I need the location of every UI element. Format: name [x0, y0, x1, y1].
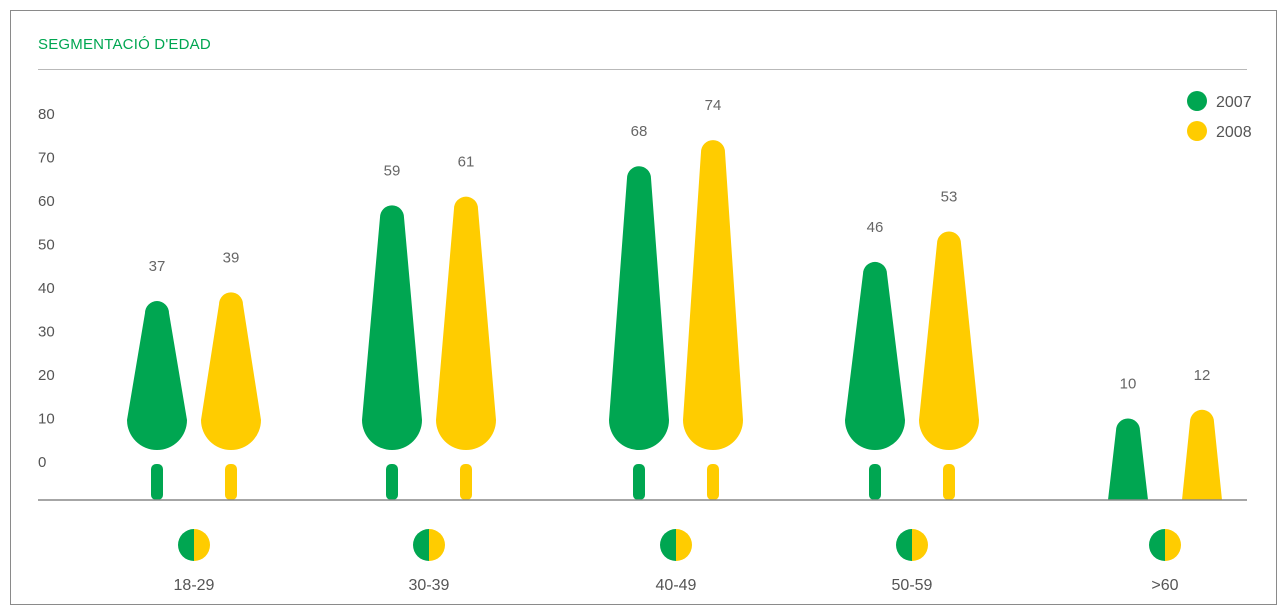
y-tick-label: 40 — [38, 280, 55, 297]
bar — [683, 140, 743, 500]
bar-shrub — [1108, 418, 1148, 500]
bar-value-label: 68 — [631, 123, 648, 140]
bar — [201, 292, 261, 500]
bar — [919, 231, 979, 500]
bar — [1108, 418, 1148, 500]
chart-marks: 37 39 59 61 68 74 46 53 10 12 — [127, 97, 1222, 500]
legend-swatch-icon — [1187, 121, 1207, 141]
legend-item: 2008 — [1187, 121, 1252, 141]
x-axis: 18-29 30-39 40-49 50-59 >60 — [174, 529, 1181, 594]
bar-canopy — [609, 166, 669, 450]
bar — [845, 261, 905, 500]
bar-canopy — [362, 205, 422, 450]
bar — [436, 196, 496, 500]
title-divider — [38, 69, 1247, 70]
bar-trunk — [707, 464, 719, 500]
bar-canopy — [436, 196, 496, 450]
bar-canopy — [683, 140, 743, 450]
legend-item: 2007 — [1187, 91, 1252, 111]
bar-canopy — [919, 231, 979, 450]
y-tick-label: 30 — [38, 324, 55, 341]
legend-label: 2007 — [1216, 94, 1252, 111]
bar-value-label: 10 — [1120, 376, 1137, 393]
bar-trunk — [151, 464, 163, 500]
bar-value-label: 53 — [941, 188, 958, 205]
category-label: 30-39 — [409, 577, 450, 594]
bar-value-label: 37 — [149, 258, 166, 275]
bar-canopy — [845, 261, 905, 450]
bar — [127, 301, 187, 500]
y-tick-label: 70 — [38, 150, 55, 167]
legend: 2007 2008 — [1187, 91, 1252, 141]
bar-trunk — [943, 464, 955, 500]
bar-trunk — [869, 464, 881, 500]
legend-swatch-icon — [1187, 91, 1207, 111]
chart-title: SEGMENTACIÓ D'EDAD — [38, 36, 211, 53]
bar — [362, 205, 422, 500]
category-label: >60 — [1151, 577, 1178, 594]
y-tick-label: 0 — [38, 454, 46, 471]
bar-trunk — [633, 464, 645, 500]
y-tick-label: 50 — [38, 237, 55, 254]
category-label: 50-59 — [892, 577, 933, 594]
y-tick-label: 80 — [38, 106, 55, 123]
bar-value-label: 46 — [867, 219, 884, 236]
y-tick-label: 10 — [38, 411, 55, 428]
category-half-circle-icon — [178, 529, 210, 561]
bar-canopy — [127, 301, 187, 450]
bar-shrub — [1182, 409, 1222, 500]
bar-trunk — [386, 464, 398, 500]
bar-canopy — [201, 292, 261, 450]
bar-value-label: 12 — [1194, 367, 1211, 384]
category-half-circle-icon — [660, 529, 692, 561]
bar-value-label: 74 — [705, 97, 722, 114]
bar-value-label: 39 — [223, 249, 240, 266]
bar-value-label: 59 — [384, 162, 401, 179]
bar-value-label: 61 — [458, 154, 475, 171]
y-tick-label: 20 — [38, 367, 55, 384]
bar — [609, 166, 669, 500]
category-half-circle-icon — [1149, 529, 1181, 561]
bar-trunk — [225, 464, 237, 500]
bar-trunk — [460, 464, 472, 500]
category-half-circle-icon — [896, 529, 928, 561]
bar — [1182, 409, 1222, 500]
y-axis: 0 10 20 30 40 50 60 70 80 — [38, 106, 55, 471]
legend-label: 2008 — [1216, 124, 1252, 141]
category-label: 40-49 — [656, 577, 697, 594]
y-tick-label: 60 — [38, 193, 55, 210]
category-half-circle-icon — [413, 529, 445, 561]
category-label: 18-29 — [174, 577, 215, 594]
